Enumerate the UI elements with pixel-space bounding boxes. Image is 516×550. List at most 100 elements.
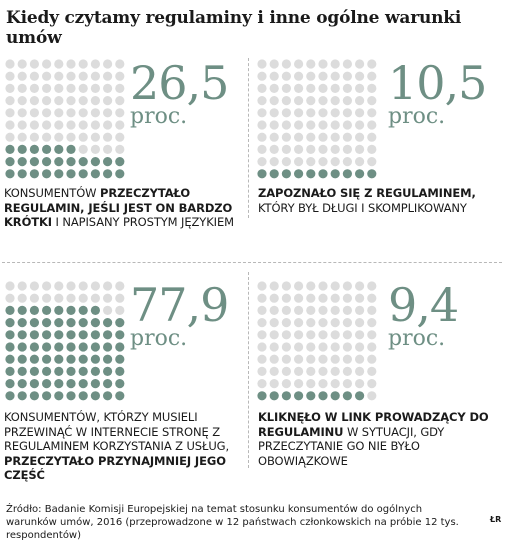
waffle-dot-empty [306,379,316,389]
waffle-dot-empty [257,132,267,142]
waffle-dot-empty [42,281,52,291]
waffle-dot-filled [78,157,88,167]
waffle-dot-empty [257,83,267,93]
waffle-dot-empty [78,132,88,142]
waffle-dot-empty [355,120,365,130]
waffle-dot-empty [367,144,377,154]
waffle-dot-empty [257,330,267,340]
waffle-dot-empty [281,330,291,340]
waffle-dot-empty [17,83,27,93]
waffle-dot-filled [294,391,304,401]
waffle-dot-empty [269,330,279,340]
waffle-dot-filled [66,354,76,364]
waffle-dot-empty [318,132,328,142]
waffle-dot-empty [54,120,64,130]
waffle-dot-filled [342,391,352,401]
waffle-dot-empty [306,305,316,315]
waffle-dot-empty [342,144,352,154]
waffle-dot-filled [42,318,52,328]
waffle-dot-empty [355,157,365,167]
waffle-dot-empty [330,293,340,303]
caption-3-segment: Konsumentów, którzy musieli przewinąć w … [4,410,230,453]
waffle-dot-filled [5,330,15,340]
waffle-dot-filled [103,379,113,389]
waffle-dot-empty [115,144,125,154]
waffle-dot-filled [66,169,76,179]
waffle-dot-filled [78,318,88,328]
waffle-dot-empty [115,96,125,106]
waffle-dot-empty [281,366,291,376]
chart-title: Kiedy czytamy regulaminy i inne ogólne w… [6,8,462,48]
waffle-dot-empty [330,59,340,69]
waffle-dot-empty [269,293,279,303]
waffle-dot-empty [281,120,291,130]
waffle-dot-filled [54,379,64,389]
value-label-2: 10,5 [388,56,487,110]
waffle-dot-empty [355,330,365,340]
waffle-dot-filled [66,342,76,352]
waffle-dot-filled [42,391,52,401]
waffle-dot-empty [66,96,76,106]
waffle-dot-empty [281,132,291,142]
waffle-dot-filled [269,391,279,401]
waffle-dot-empty [330,120,340,130]
waffle-dot-empty [29,59,39,69]
waffle-dot-empty [318,108,328,118]
waffle-dot-empty [330,330,340,340]
waffle-dot-filled [90,342,100,352]
waffle-dot-empty [330,132,340,142]
waffle-dot-empty [342,71,352,81]
waffle-dot-empty [342,354,352,364]
waffle-dot-filled [103,318,113,328]
waffle-dot-empty [103,96,113,106]
waffle-dot-empty [294,157,304,167]
waffle-dot-empty [5,293,15,303]
waffle-dot-empty [294,342,304,352]
waffle-dot-empty [294,281,304,291]
caption-2-segment: który był długi i skomplikowany [258,200,467,215]
waffle-dot-filled [66,144,76,154]
waffle-dot-filled [66,379,76,389]
waffle-dot-empty [294,379,304,389]
waffle-dot-empty [54,96,64,106]
waffle-dot-filled [42,330,52,340]
waffle-dot-empty [342,108,352,118]
waffle-dot-empty [103,305,113,315]
waffle-dot-empty [330,157,340,167]
waffle-dot-filled [66,157,76,167]
waffle-dot-empty [294,318,304,328]
caption-4-segment: Kliknęło w link prowadzący do regulaminu [258,410,489,439]
waffle-dot-empty [281,59,291,69]
value-label-3: 77,9 [130,278,229,332]
waffle-dot-filled [29,169,39,179]
waffle-dot-empty [29,293,39,303]
waffle-dot-filled [103,169,113,179]
waffle-dot-empty [342,342,352,352]
waffle-dot-empty [330,71,340,81]
waffle-dot-empty [29,83,39,93]
waffle-dot-empty [318,71,328,81]
waffle-dot-empty [78,96,88,106]
caption-4: Kliknęło w link prowadzący do regulaminu… [258,410,502,468]
waffle-dot-empty [367,391,377,401]
waffle-dot-empty [306,366,316,376]
waffle-dot-filled [42,169,52,179]
waffle-dot-empty [367,293,377,303]
waffle-dot-filled [42,157,52,167]
waffle-dot-empty [29,108,39,118]
waffle-dot-filled [318,391,328,401]
waffle-dot-empty [90,132,100,142]
waffle-dot-empty [29,281,39,291]
waffle-dot-empty [257,59,267,69]
waffle-dot-empty [269,59,279,69]
waffle-dot-empty [367,330,377,340]
waffle-dot-empty [342,132,352,142]
author-credit: ŁR [490,515,502,524]
waffle-dot-empty [17,281,27,291]
waffle-dot-empty [367,379,377,389]
waffle-dot-empty [281,318,291,328]
waffle-dot-filled [90,391,100,401]
waffle-dot-empty [29,120,39,130]
waffle-dot-filled [355,391,365,401]
waffle-dot-filled [115,342,125,352]
